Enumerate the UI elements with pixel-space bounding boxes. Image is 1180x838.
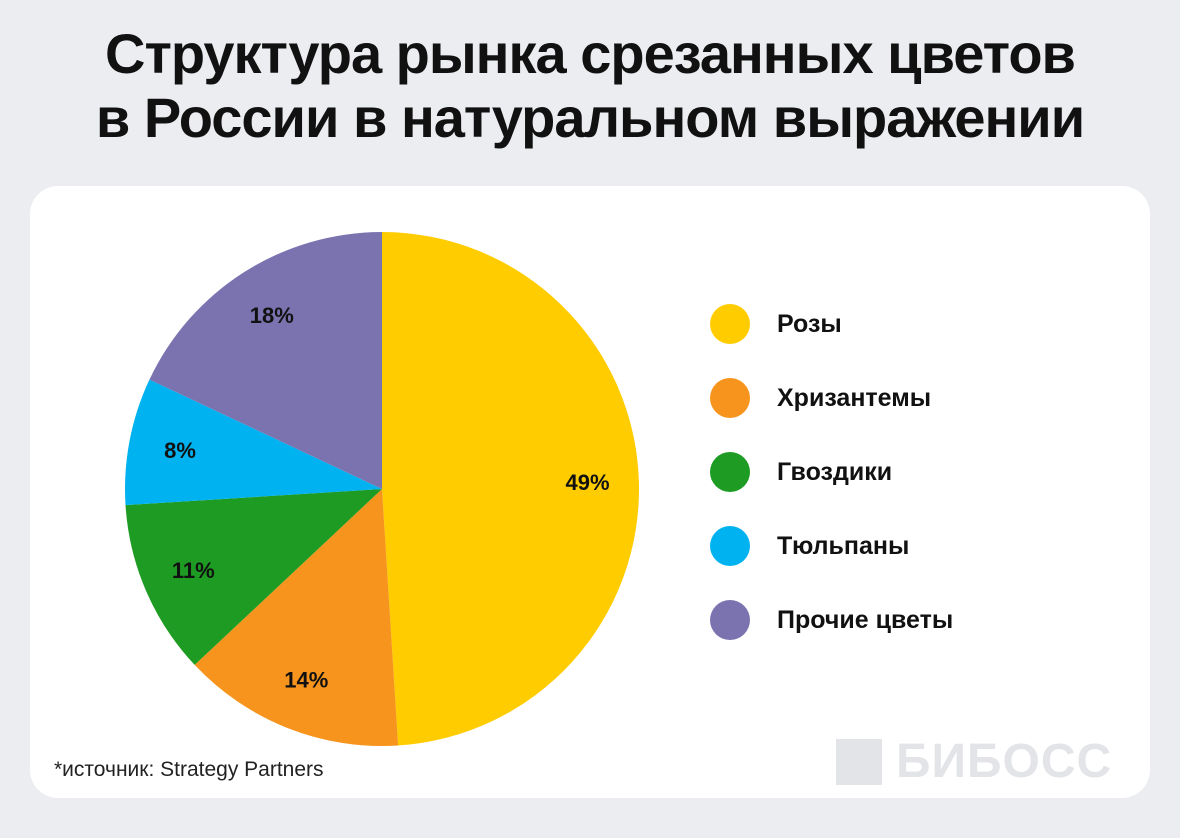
legend: Розы Хризантемы Гвоздики Тюльпаны Прочие цве…	[710, 304, 953, 674]
pie-slice-label-3: 8%	[164, 438, 196, 463]
pie-slice-label-0: 49%	[565, 470, 609, 495]
legend-label-1: Хризантемы	[777, 383, 932, 412]
legend-label-2: Гвоздики	[777, 457, 893, 486]
legend-label-0: Розы	[777, 309, 842, 338]
legend-swatch-0	[710, 304, 750, 344]
legend-swatch-3	[710, 526, 750, 566]
pie-slice-2	[125, 489, 382, 665]
legend-item-1: Хризантемы	[710, 378, 953, 418]
brand-logo: БИБОСС	[836, 738, 1112, 786]
pie-slice-4	[149, 232, 382, 489]
pie-slice-0	[382, 232, 639, 746]
source-note: *источник: Strategy Partners	[54, 758, 324, 781]
brand-mark-icon	[836, 739, 882, 785]
legend-item-0: Розы	[710, 304, 953, 344]
legend-item-2: Гвоздики	[710, 452, 953, 492]
legend-item-3: Тюльпаны	[710, 526, 953, 566]
pie-slice-1	[194, 489, 399, 746]
legend-label-4: Прочие цветы	[777, 605, 954, 634]
chart-card: 49% 14% 11% 8% 18% Розы Хризантемы Гвоздики Тюл…	[30, 186, 1150, 798]
chart-title-line-2: в России в натуральном выражении	[95, 86, 1085, 149]
legend-label-3: Тюльпаны	[777, 531, 910, 560]
pie-slice-label-1: 14%	[284, 668, 328, 693]
pie-slice-label-4: 18%	[250, 303, 294, 328]
pie-slice-label-2: 11%	[172, 558, 215, 583]
legend-swatch-4	[710, 600, 750, 640]
pie-chart: 49% 14% 11% 8% 18%	[125, 232, 639, 746]
pie-slice-3	[125, 379, 382, 506]
legend-swatch-2	[710, 452, 750, 492]
legend-item-4: Прочие цветы	[710, 600, 953, 640]
chart-title: Структура рынка срезанных цветов в Росси…	[0, 22, 1180, 150]
legend-swatch-1	[710, 378, 750, 418]
chart-title-line-1: Структура рынка срезанных цветов	[105, 22, 1076, 85]
brand-name: БИБОСС	[896, 735, 1113, 788]
